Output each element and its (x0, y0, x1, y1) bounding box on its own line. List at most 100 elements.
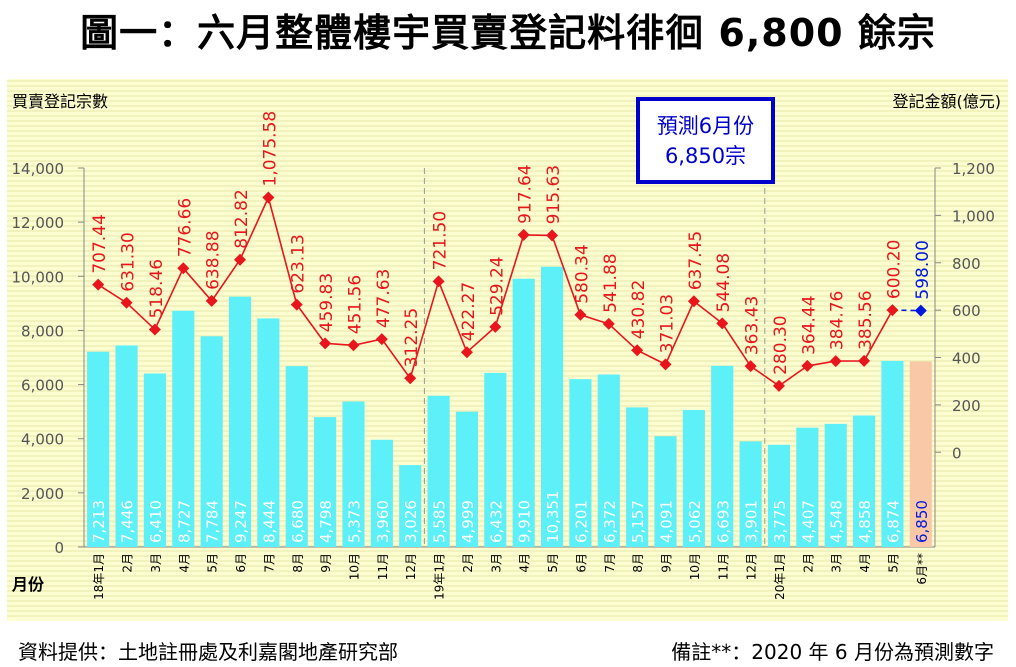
bar-value-label: 7,446 (119, 500, 137, 543)
bar (257, 318, 280, 547)
amount-marker (177, 262, 190, 275)
amount-marker (460, 346, 473, 359)
amount-value-label: 451.56 (345, 275, 365, 334)
amount-marker (886, 304, 899, 317)
bar (540, 266, 564, 547)
bar-value-label: 9,910 (516, 500, 534, 543)
x-tick-label: 12月 (745, 553, 759, 580)
bar-value-label: 6,201 (572, 500, 590, 543)
y-right-tick-label: 600 (952, 302, 981, 320)
y-left-tick-label: 4,000 (21, 431, 64, 449)
amount-value-label: 280.30 (771, 315, 791, 374)
x-tick-label: 9月 (660, 553, 674, 573)
amount-value-label: 600.20 (884, 240, 904, 299)
bar-value-label: 6,410 (147, 500, 165, 543)
amount-marker (602, 317, 615, 330)
amount-marker (290, 298, 303, 311)
bar-value-label: 5,585 (431, 500, 449, 543)
bar-value-label: 8,444 (260, 500, 278, 543)
amount-value-label: 430.82 (629, 280, 649, 339)
x-tick-label: 10月 (347, 553, 361, 580)
bar (739, 441, 762, 547)
amount-marker (205, 294, 218, 307)
amount-value-label: 637.45 (686, 231, 706, 290)
amount-marker (120, 296, 133, 309)
amount-value-label: 364.44 (799, 295, 819, 354)
x-tick-label: 11月 (376, 553, 390, 580)
x-tick-label: 3月 (489, 553, 503, 573)
bar-value-label: 6,850 (913, 500, 931, 543)
bar-value-label: 5,373 (345, 500, 363, 543)
x-tick-label: 3月 (830, 553, 844, 573)
x-tick-label: 5月 (206, 553, 220, 573)
x-tick-label: 6月** (915, 553, 929, 585)
bar (314, 417, 337, 547)
amount-value-label: 580.34 (572, 244, 592, 303)
amount-value-label: 623.13 (289, 234, 309, 293)
y-left-tick-label: 2,000 (21, 485, 64, 503)
bar-value-label: 4,548 (828, 500, 846, 543)
amount-value-label: 1,075.58 (260, 111, 280, 187)
amount-value-label: 812.82 (232, 189, 252, 248)
y-left-tick-label: 12,000 (12, 214, 65, 232)
bar-value-label: 5,062 (686, 500, 704, 543)
amount-marker (319, 337, 332, 350)
forecast-note: 備註**：2020 年 6 月份為預測數字 (671, 640, 994, 664)
bar (87, 351, 110, 547)
amount-value-label: 544.08 (714, 253, 734, 312)
amount-value-label: 721.50 (431, 211, 451, 270)
bar (569, 379, 592, 547)
bar (427, 395, 450, 547)
bar-value-label: 4,798 (317, 500, 335, 543)
x-tick-label: 10月 (688, 553, 702, 580)
x-tick-label: 6月 (234, 553, 248, 573)
bar (711, 365, 734, 547)
bar-value-label: 6,874 (884, 500, 902, 543)
y-right-tick-label: 800 (952, 255, 981, 273)
x-tick-label: 3月 (149, 553, 163, 573)
chart-area: 買賣登記宗數 登記金額(億元) 月份 0 2,000 4,000 6,000 8,000 10,… (7, 79, 1008, 621)
x-tick-label: 20年1月 (773, 553, 787, 600)
forecast-callout-line2: 6,850宗 (664, 144, 747, 168)
amount-marker (914, 304, 927, 317)
amount-value-label: 518.46 (147, 259, 167, 318)
bar-value-label: 6,432 (487, 500, 505, 543)
bar (824, 423, 847, 547)
bar (853, 415, 876, 547)
amount-marker (659, 358, 672, 371)
x-tick-label: 4月 (518, 553, 532, 573)
amount-value-label: 371.03 (658, 294, 678, 353)
bar-value-label: 7,213 (90, 500, 108, 543)
y-left-tick-label: 14,000 (12, 160, 65, 178)
amount-marker (375, 333, 388, 346)
x-tick-label: 8月 (291, 553, 305, 573)
amount-value-label: 477.63 (374, 269, 394, 328)
bar (115, 345, 138, 547)
bar (370, 439, 393, 547)
amount-marker (716, 317, 729, 330)
bar (512, 278, 535, 547)
x-tick-label: 7月 (603, 553, 617, 573)
y-right-tick-label: 1,200 (952, 160, 995, 178)
bar-value-label: 3,960 (374, 500, 392, 543)
forecast-callout: 預測6月份 6,850宗 (636, 97, 775, 184)
y-left-tick-label: 8,000 (21, 322, 64, 340)
x-tick-label: 8月 (631, 553, 645, 573)
bar (909, 361, 932, 547)
amount-value-label: 638.88 (204, 230, 224, 289)
bar (767, 444, 791, 547)
bar-value-label: 10,351 (544, 491, 562, 544)
amount-value-label: 541.88 (601, 253, 621, 312)
combo-chart: 買賣登記宗數 登記金額(億元) 月份 0 2,000 4,000 6,000 8,000 10,… (7, 79, 1008, 621)
amount-marker (744, 360, 757, 373)
bar-value-label: 3,026 (402, 500, 420, 543)
bar (881, 360, 904, 547)
bar (200, 336, 223, 547)
x-tick-label: 2月 (121, 553, 135, 573)
x-tick-label: 5月 (886, 553, 900, 573)
x-tick-label: 12月 (404, 553, 418, 580)
x-tick-label: 2月 (801, 553, 815, 573)
bar-value-label: 4,999 (459, 500, 477, 543)
x-tick-label: 6月 (574, 553, 588, 573)
bar (143, 373, 166, 547)
